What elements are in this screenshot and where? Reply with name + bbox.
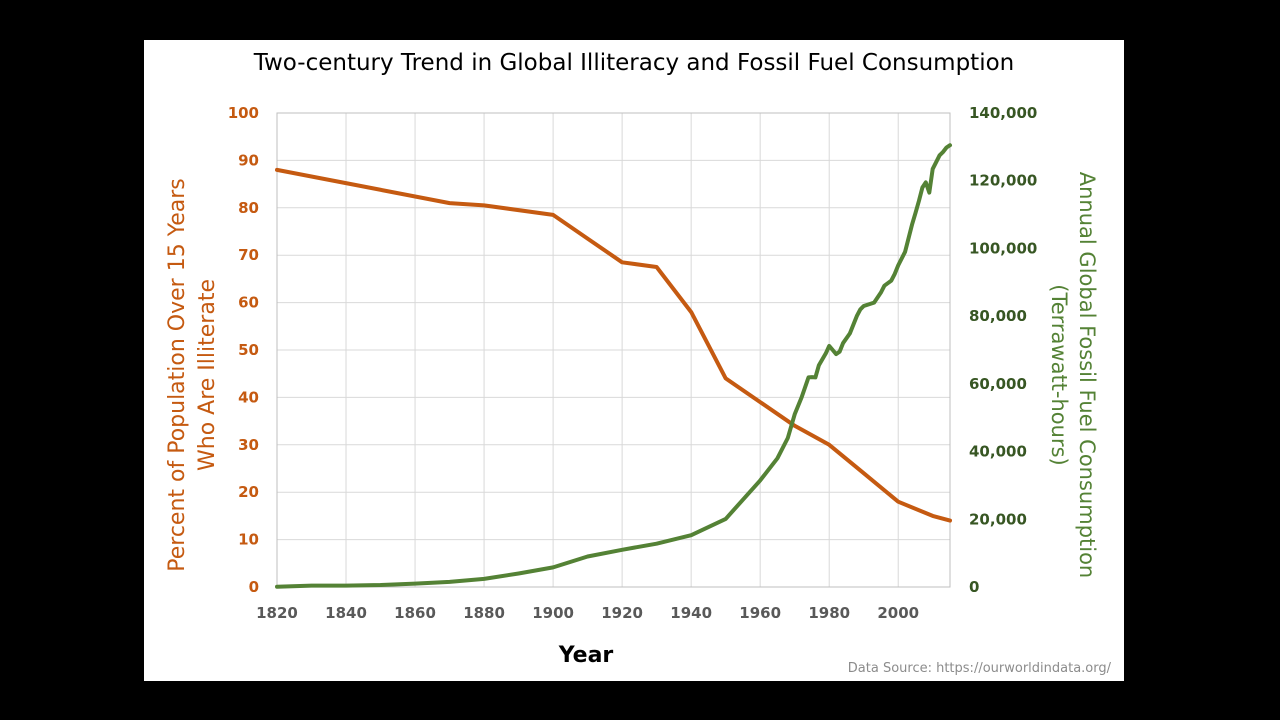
y-left-tick-label: 30 — [238, 436, 259, 454]
y-axis-left-label-line1: Percent of Population Over 15 Years — [165, 178, 190, 572]
y-left-tick-label: 80 — [238, 199, 259, 217]
y-right-tick-label: 60,000 — [969, 375, 1027, 393]
series-lines — [275, 143, 952, 589]
slide: Two-century Trend in Global Illiteracy a… — [144, 40, 1124, 681]
y-axis-left-label-line2: Who Are Illiterate — [195, 279, 220, 471]
plot-area-border — [276, 112, 951, 588]
y-left-tick-label: 20 — [238, 483, 259, 501]
x-tick-label: 1860 — [394, 604, 436, 622]
y-right-tick-label: 40,000 — [969, 443, 1027, 461]
x-tick-label: 2000 — [877, 604, 919, 622]
y-left-tick-label: 10 — [238, 531, 259, 549]
x-tick-label: 1900 — [532, 604, 574, 622]
x-tick-label: 1820 — [256, 604, 298, 622]
chart: Two-century Trend in Global Illiteracy a… — [165, 50, 1112, 676]
y-axis-left-label: Percent of Population Over 15 Years Who … — [165, 178, 220, 572]
illiteracy-series-line — [275, 167, 952, 523]
x-tick-label: 1840 — [325, 604, 367, 622]
y-left-tick-label: 50 — [238, 341, 259, 359]
y-left-tick-label: 90 — [238, 151, 259, 169]
y-axis-left-ticks: 0 10 20 30 40 50 60 70 80 90 100 — [228, 104, 259, 596]
x-tick-label: 1960 — [739, 604, 781, 622]
y-right-tick-label: 140,000 — [969, 104, 1037, 122]
y-axis-right-label-line1: Annual Global Fossil Fuel Consumption — [1075, 172, 1099, 579]
y-right-tick-label: 100,000 — [969, 239, 1037, 257]
y-axis-right-ticks: 0 20,000 40,000 60,000 80,000 100,000 120,000 1… — [969, 104, 1037, 596]
x-tick-label: 1940 — [670, 604, 712, 622]
x-axis-label: Year — [558, 643, 614, 668]
y-left-tick-label: 60 — [238, 294, 259, 312]
y-left-tick-label: 100 — [228, 104, 259, 122]
y-right-tick-label: 120,000 — [969, 172, 1037, 190]
y-right-tick-label: 20,000 — [969, 510, 1027, 528]
grid — [276, 112, 950, 588]
chart-title: Two-century Trend in Global Illiteracy a… — [253, 50, 1015, 76]
x-tick-label: 1920 — [601, 604, 643, 622]
x-axis-ticks: 1820 1840 1860 1880 1900 1920 1940 1960 1980 2000 — [256, 604, 919, 622]
data-source-note: Data Source: https://ourworldindata.org/ — [848, 661, 1112, 676]
fossil-fuel-series-line — [275, 143, 952, 589]
y-left-tick-label: 70 — [238, 246, 259, 264]
y-left-tick-label: 0 — [249, 578, 259, 596]
y-axis-right-label: Annual Global Fossil Fuel Consumption (T… — [1047, 172, 1099, 579]
y-left-tick-label: 40 — [238, 388, 259, 406]
y-right-tick-label: 0 — [969, 578, 979, 596]
x-tick-label: 1880 — [463, 604, 505, 622]
y-axis-right-label-line2: (Terrawatt-hours) — [1047, 284, 1071, 465]
x-tick-label: 1980 — [808, 604, 850, 622]
y-right-tick-label: 80,000 — [969, 307, 1027, 325]
